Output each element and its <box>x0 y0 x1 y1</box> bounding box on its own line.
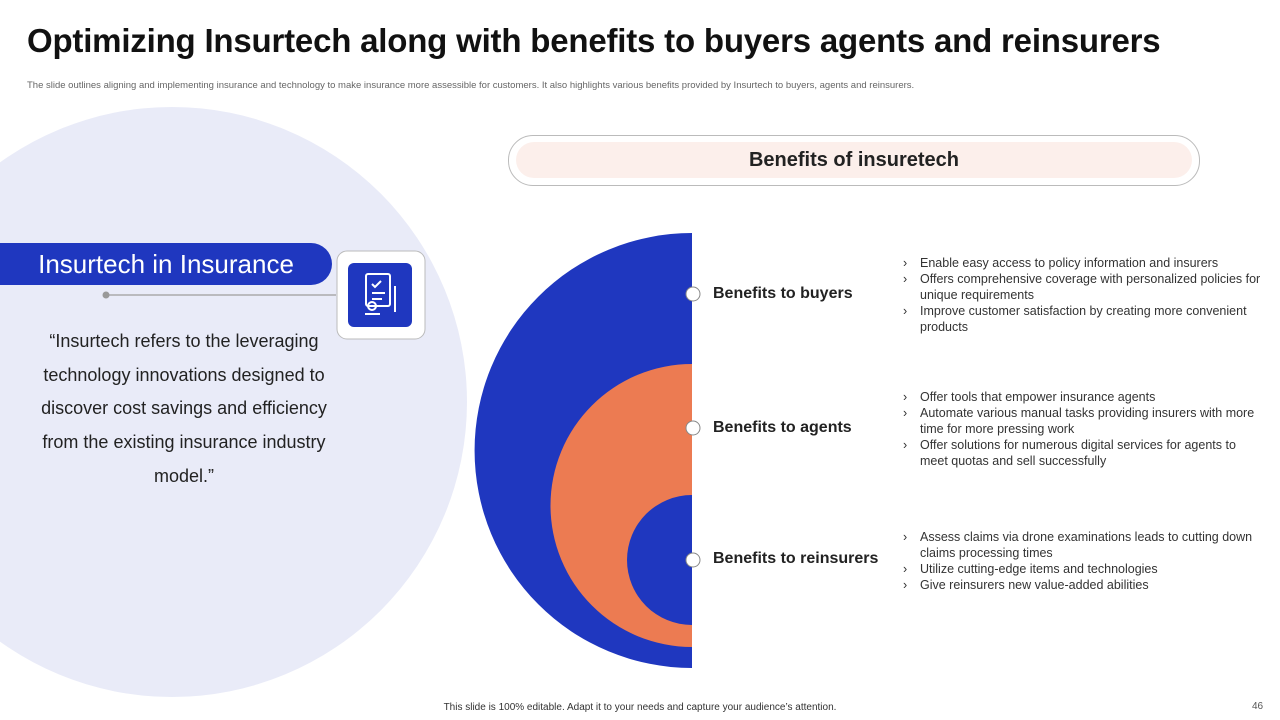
marker-dot <box>685 286 701 302</box>
subtitle: The slide outlines aligning and implemen… <box>27 80 915 91</box>
connector-dot <box>102 291 110 299</box>
marker-dot <box>685 420 701 436</box>
section-label: Benefits to agents <box>713 419 852 436</box>
title: Optimizing Insurtech along with benefits… <box>27 22 1161 59</box>
footer-note: This slide is 100% editable. Adapt it to… <box>443 702 837 713</box>
bullet-list: Enable easy access to policy information… <box>903 255 1263 335</box>
bullet: Automate various manual tasks providing … <box>903 405 1263 437</box>
section-label: Benefits to buyers <box>713 285 853 302</box>
bullet: Offer solutions for numerous digital ser… <box>903 437 1263 469</box>
bullet: Improve customer satisfaction by creatin… <box>903 303 1263 335</box>
page-number: 46 <box>1252 701 1264 712</box>
bullet-list: Offer tools that empower insurance agent… <box>903 389 1263 469</box>
document-icon <box>365 273 396 315</box>
panel-heading: Insurtech in Insurance <box>0 243 332 285</box>
bullet: Enable easy access to policy information… <box>903 255 1263 271</box>
section-label: Benefits to reinsurers <box>713 550 879 567</box>
quote: “Insurtech refers to the leveraging tech… <box>41 331 327 486</box>
inner-semicircle <box>627 495 692 625</box>
bullet-list: Assess claims via drone examinations lea… <box>903 529 1263 593</box>
header-frame <box>508 135 1200 186</box>
icon-box <box>348 263 412 327</box>
benefits-header: Benefits of insuretech <box>516 142 1192 178</box>
marker-dot <box>685 552 701 568</box>
bullet: Assess claims via drone examinations lea… <box>903 529 1263 561</box>
bullet: Offer tools that empower insurance agent… <box>903 389 1263 405</box>
bullet: Give reinsurers new value-added abilitie… <box>903 577 1263 593</box>
bullet: Utilize cutting-edge items and technolog… <box>903 561 1263 577</box>
bullet: Offers comprehensive coverage with perso… <box>903 271 1263 303</box>
